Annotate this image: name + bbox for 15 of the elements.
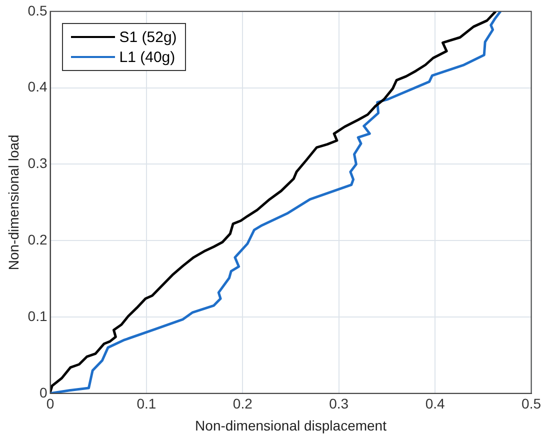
legend-label: L1 (40g) <box>119 48 176 66</box>
y-tick-label: 0 <box>39 384 48 400</box>
y-tick-label: 0.4 <box>28 78 48 95</box>
x-tick-label: 0.5 <box>522 396 542 412</box>
x-tick-label: 0.3 <box>329 396 349 412</box>
y-tick-label: 0.1 <box>28 308 48 324</box>
x-tick-label: 0.4 <box>425 396 446 412</box>
x-tick-label: 0.2 <box>232 396 253 412</box>
legend-label: S1 (52g) <box>119 28 177 46</box>
y-axis-title: Non-dimensional load <box>5 134 22 270</box>
x-tick-label: 0.1 <box>136 396 156 412</box>
y-tick-label: 0.2 <box>28 231 48 248</box>
x-axis-title: Non-dimensional displacement <box>195 417 387 434</box>
y-tick-label: 0.3 <box>28 155 48 172</box>
y-tick-label: 0.5 <box>28 2 48 18</box>
